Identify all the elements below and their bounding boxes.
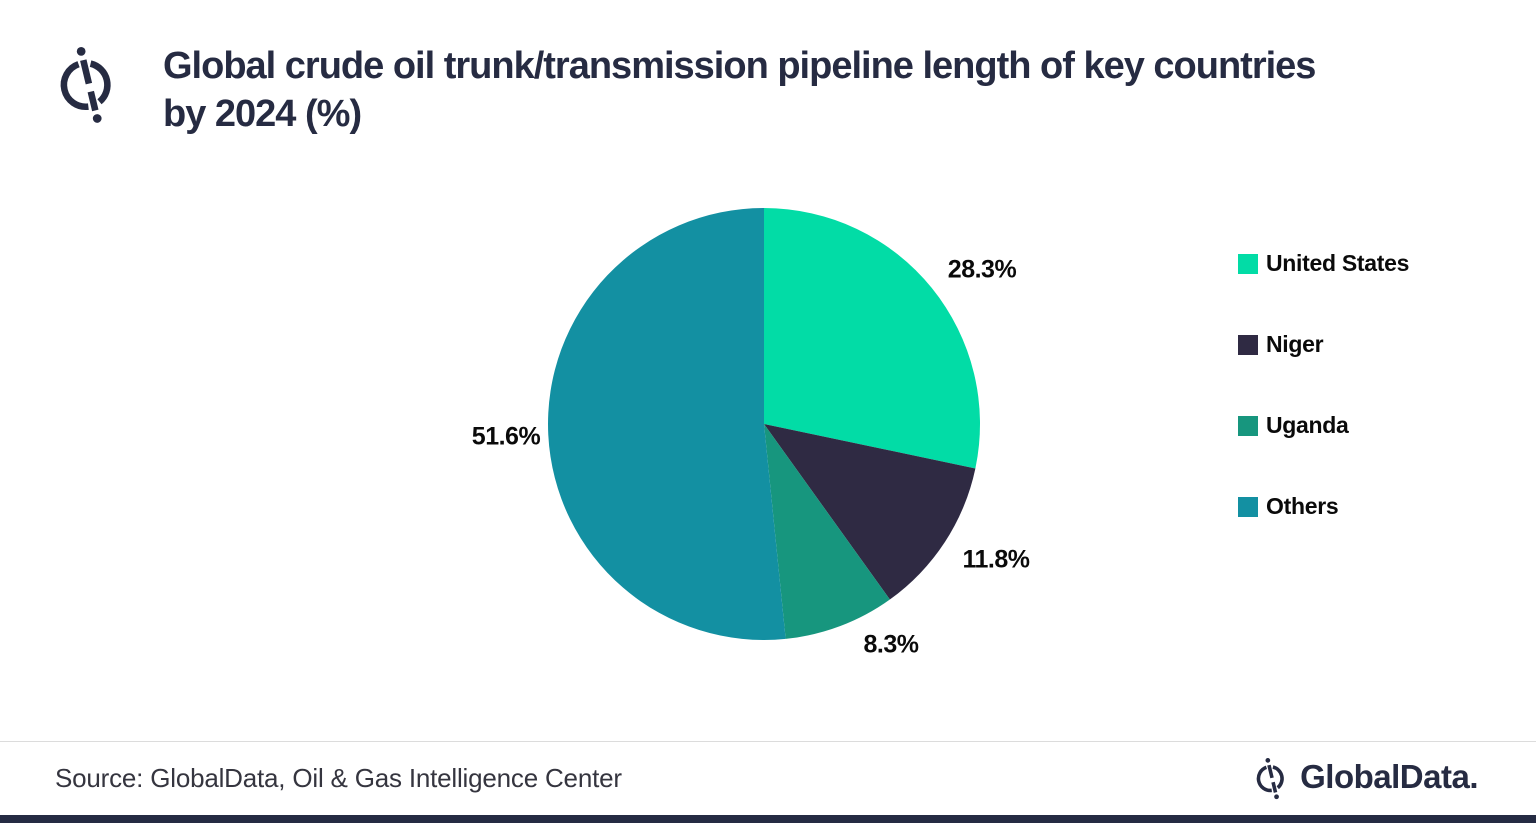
legend-swatch-uganda xyxy=(1238,415,1258,436)
legend: United States Niger Uganda Others xyxy=(1238,250,1409,520)
chart-title-line1: Global crude oil trunk/transmission pipe… xyxy=(163,45,1316,87)
slice-label-uganda: 8.3% xyxy=(863,630,919,659)
legend-swatch-niger xyxy=(1238,334,1258,355)
pie-slice-niger xyxy=(764,424,976,600)
footer-divider xyxy=(0,741,1536,742)
source-text: Source: GlobalData, Oil & Gas Intelligen… xyxy=(55,763,622,793)
pie-slice-united-states xyxy=(764,208,980,469)
pie-slice-uganda xyxy=(764,424,890,639)
brand-name: GlobalData. xyxy=(1300,758,1478,795)
slice-label-others: 51.6% xyxy=(471,422,541,451)
legend-label-united-states: United States xyxy=(1266,250,1410,276)
bottom-accent-bar xyxy=(0,815,1536,823)
slice-label-niger: 11.8% xyxy=(962,545,1030,574)
globaldata-logo-icon xyxy=(1256,756,1284,801)
pie-slice-others xyxy=(548,208,786,640)
legend-item-others: Others xyxy=(1238,493,1409,520)
globaldata-logo-icon xyxy=(52,38,122,126)
footer-brand: GlobalData. xyxy=(1252,753,1478,801)
chart-title: Global crude oil trunk/transmission pipe… xyxy=(163,42,1493,138)
slice-label-united-states: 28.3% xyxy=(947,255,1017,284)
pie-chart xyxy=(548,208,980,640)
legend-item-uganda: Uganda xyxy=(1238,412,1409,439)
legend-swatch-united-states xyxy=(1238,253,1258,274)
chart-title-line2: by 2024 (%) xyxy=(163,93,362,135)
legend-label-others: Others xyxy=(1266,493,1339,519)
legend-label-uganda: Uganda xyxy=(1266,412,1349,438)
legend-item-united-states: United States xyxy=(1238,250,1409,277)
legend-swatch-others xyxy=(1238,496,1258,517)
legend-label-niger: Niger xyxy=(1266,331,1324,357)
legend-item-niger: Niger xyxy=(1238,331,1409,358)
